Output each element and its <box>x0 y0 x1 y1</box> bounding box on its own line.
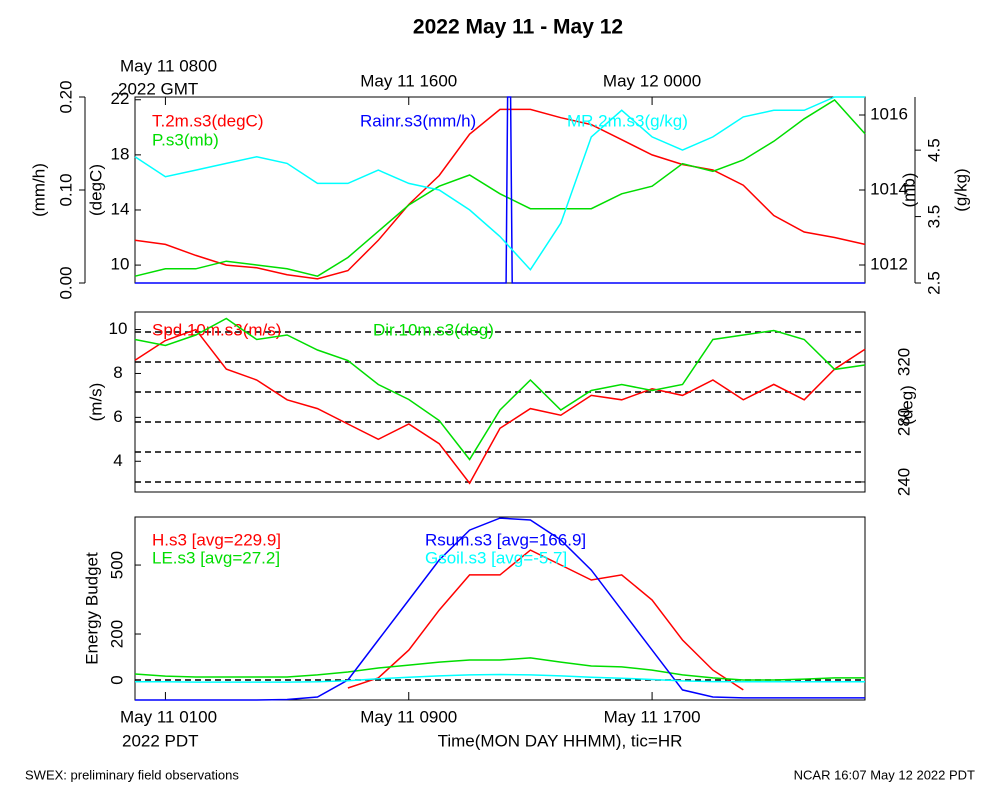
x-tick-label: May 11 1600 <box>360 71 457 90</box>
y-tick-label: 0.10 <box>56 173 75 206</box>
footer-right: NCAR 16:07 May 12 2022 PDT <box>794 767 975 782</box>
series-line <box>134 99 866 278</box>
x-tick-label: May 11 0100 <box>120 707 217 726</box>
x-tick-label: May 11 0900 <box>360 707 457 726</box>
series-line <box>134 328 866 485</box>
series-line <box>347 549 744 691</box>
footer-left: SWEX: preliminary field observations <box>25 767 239 782</box>
legend-label: Rainr.s3(mm/h) <box>360 111 476 130</box>
x-tick-label: May 12 0000 <box>603 71 701 90</box>
y-tick-label: 4 <box>113 451 122 470</box>
x-tick-label: May 11 0800 <box>120 56 217 75</box>
series-line <box>134 317 866 461</box>
series-line <box>135 673 865 683</box>
y-axis-label: Energy Budget <box>82 552 101 665</box>
y-tick-label: 8 <box>113 363 122 382</box>
series-line <box>134 108 866 280</box>
y-axis-label: (deg) <box>897 385 916 425</box>
y-tick-label: 4.5 <box>924 138 943 162</box>
y-tick-label: 18 <box>111 144 130 163</box>
y-tick-label: 0.20 <box>56 80 75 113</box>
series-line <box>134 96 865 271</box>
y-tick-label: 22 <box>111 89 130 108</box>
y-tick-label: 1014 <box>870 179 908 198</box>
y-tick-label: 14 <box>111 199 130 218</box>
bottom-axis-year: 2022 PDT <box>122 731 199 750</box>
legend-label: MR.2m.s3(g/kg) <box>567 111 688 130</box>
y-tick-label: 200 <box>107 620 126 648</box>
y-tick-label: 500 <box>107 551 126 579</box>
y-tick-label: 3.5 <box>924 205 943 229</box>
y-axis-label: (mb) <box>899 173 918 208</box>
y-tick-label: 320 <box>894 348 913 376</box>
y-tick-label: 1016 <box>870 104 908 123</box>
plot-frame <box>134 516 866 701</box>
legend-label: LE.s3 [avg=27.2] <box>152 548 280 567</box>
legend-label: Dir.10m.s3(deg) <box>373 320 494 339</box>
y-tick-label: 240 <box>894 468 913 496</box>
series-line <box>134 657 865 681</box>
y-tick-label: 2.5 <box>924 271 943 295</box>
plot-frame <box>134 311 866 493</box>
x-tick-label: May 11 1700 <box>604 707 701 726</box>
y-tick-label: 0 <box>107 675 126 684</box>
y-axis-label: (degC) <box>86 164 105 216</box>
y-tick-label: 280 <box>894 408 913 436</box>
y-tick-label: 0.00 <box>56 266 75 299</box>
y-tick-label: 10 <box>109 319 128 338</box>
y-axis-label: (g/kg) <box>951 168 970 211</box>
legend-label: Gsoil.s3 [avg=-5.7] <box>425 548 567 567</box>
top-axis-year: 2022 GMT <box>118 79 198 98</box>
legend-label: P.s3(mb) <box>152 130 219 149</box>
x-axis-label: Time(MON DAY HHMM), tic=HR <box>438 731 683 750</box>
series-line <box>135 517 865 701</box>
y-tick-label: 1012 <box>870 254 908 273</box>
legend-label: T.2m.s3(degC) <box>152 111 263 130</box>
y-axis-label: (m/s) <box>86 383 105 422</box>
y-tick-label: 6 <box>113 407 122 426</box>
y-tick-label: 10 <box>111 255 130 274</box>
legend-label: Rsum.s3 [avg=166.9] <box>425 530 586 549</box>
y-axis-label: (mm/h) <box>29 163 48 217</box>
series-line <box>135 96 865 284</box>
legend-label: H.s3 [avg=229.9] <box>152 530 281 549</box>
chart-title: 2022 May 11 - May 12 <box>413 16 623 39</box>
